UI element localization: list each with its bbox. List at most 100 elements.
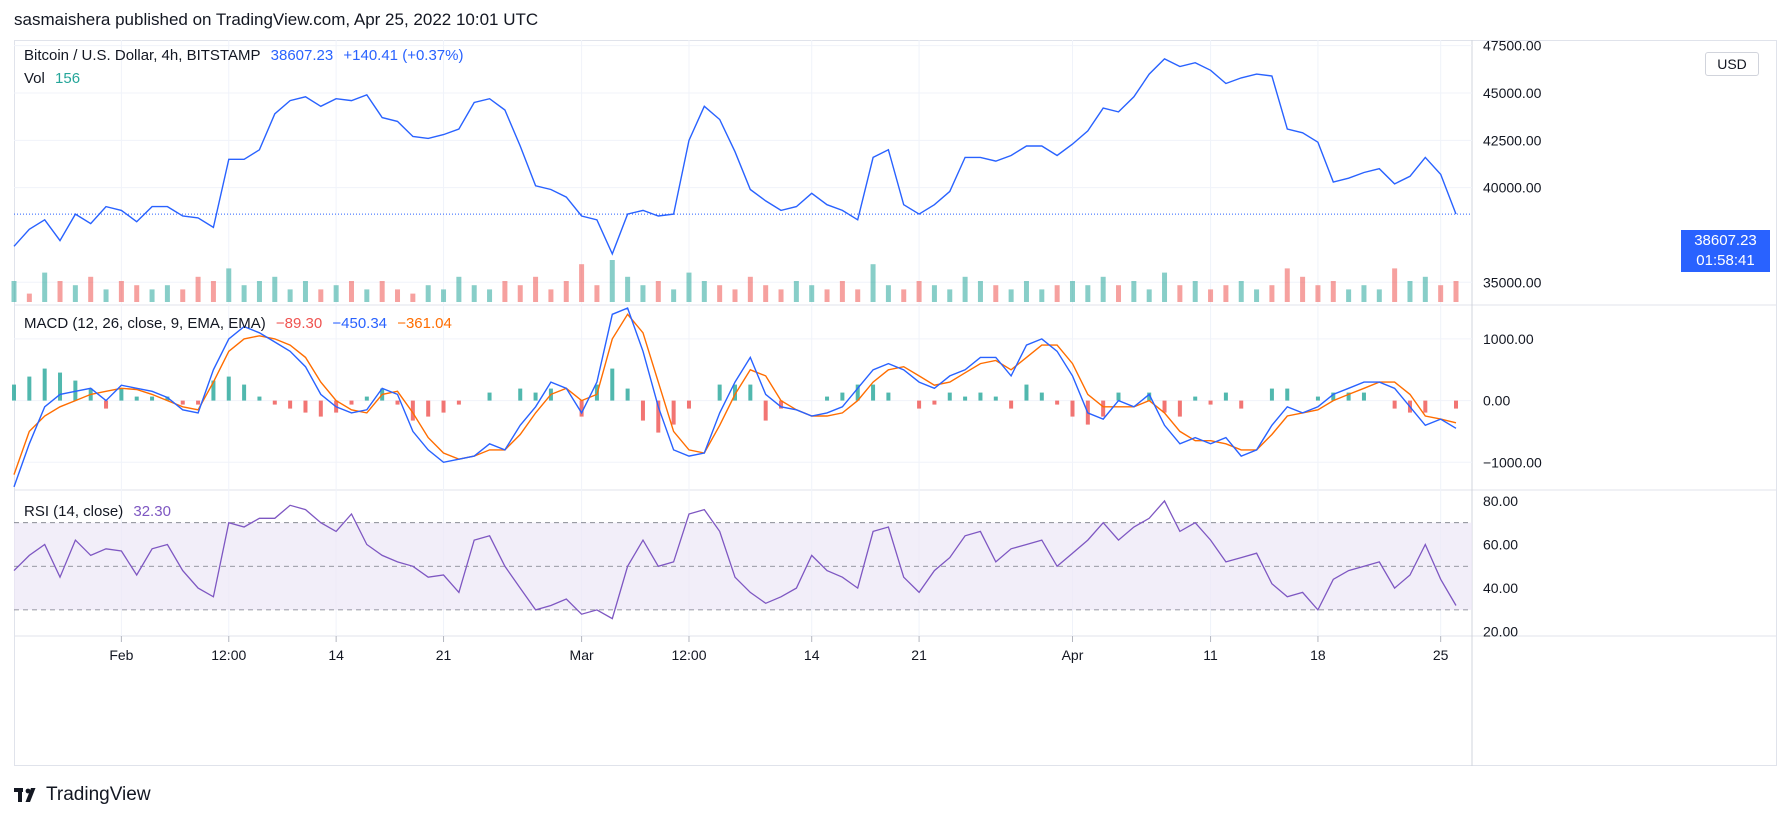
symbol-label: Bitcoin / U.S. Dollar, 4h, BITSTAMP [24, 47, 261, 64]
rsi-axis-label: 80.00 [1483, 493, 1518, 509]
macd-label: MACD (12, 26, close, 9, EMA, EMA) [24, 315, 266, 332]
macd-histogram-bar [1223, 392, 1228, 401]
volume-bar [778, 289, 784, 302]
macd-histogram-bar [242, 384, 247, 401]
currency-badge[interactable]: USD [1705, 52, 1759, 76]
macd-histogram-bar [456, 400, 461, 405]
macd-histogram-bar [686, 400, 691, 409]
price-tag-countdown: 01:58:41 [1696, 252, 1755, 269]
volume-bar [1116, 285, 1122, 302]
rsi-label: RSI (14, close) [24, 503, 124, 520]
volume-bar [1146, 289, 1152, 302]
macd-histogram-bar [196, 400, 201, 405]
tradingview-logo[interactable]: TradingView [14, 784, 151, 806]
x-tick-label: Feb [109, 647, 133, 663]
volume-bar [686, 272, 692, 302]
macd-line [13, 307, 1457, 488]
volume-bar [1254, 289, 1260, 302]
volume-bar [533, 276, 539, 302]
volume-bar [947, 289, 953, 302]
macd-histogram-bar [1361, 392, 1366, 401]
macd-histogram-bar [1423, 400, 1428, 413]
volume-bar [763, 285, 769, 302]
macd-histogram-bar [58, 372, 63, 401]
macd-histogram-bar [12, 384, 16, 401]
volume-bar [287, 289, 293, 302]
volume-bar [11, 281, 17, 302]
macd-legend: MACD (12, 26, close, 9, EMA, EMA) −89.30… [24, 315, 458, 332]
volume-bar [563, 281, 569, 302]
macd-histogram-bar [733, 384, 737, 401]
price-axis-label: 47500.00 [1483, 38, 1542, 54]
macd-histogram-bar [1070, 400, 1075, 417]
macd-histogram-bar [917, 400, 922, 409]
volume-bar [471, 285, 477, 302]
price-tag-value: 38607.23 [1694, 232, 1757, 249]
macd-histogram-bar [1101, 400, 1106, 417]
macd-histogram-bar [763, 400, 768, 421]
macd-histogram-bar [104, 400, 109, 409]
macd-histogram-bar [1162, 400, 1167, 413]
volume-bar [72, 285, 78, 302]
volume-bar [1177, 285, 1183, 302]
volume-bar [625, 276, 631, 302]
volume-bar [977, 281, 983, 302]
volume-bar [425, 285, 431, 302]
macd-histogram-bar [119, 388, 124, 401]
volume-bar [164, 285, 170, 302]
macd-histogram-bar [1315, 396, 1320, 401]
macd-histogram-bar [1331, 392, 1336, 401]
rsi-axis-label: 40.00 [1483, 580, 1518, 596]
volume-bar [364, 289, 370, 302]
macd-histogram-bar [165, 396, 170, 401]
price-line [13, 58, 1457, 256]
macd-histogram-bar [947, 392, 952, 401]
macd-histogram-bar [1177, 400, 1182, 417]
macd-histogram-bar [1346, 392, 1351, 401]
volume-bar [931, 285, 937, 302]
macd-histogram-bar [180, 400, 185, 405]
volume-bar [241, 285, 247, 302]
x-tick-label: 25 [1433, 647, 1449, 663]
macd-histogram-bar [518, 388, 523, 401]
volume-bar [993, 285, 999, 302]
x-tick-label: 12:00 [211, 647, 246, 663]
macd-histogram-bar [1009, 400, 1014, 409]
volume-bar [1407, 281, 1413, 302]
macd-histogram-bar [150, 396, 155, 401]
macd-histogram-bar [610, 368, 615, 401]
volume-bar [1223, 285, 1229, 302]
volume-bar [1023, 281, 1029, 302]
volume-bar [548, 289, 554, 302]
macd-histogram-bar [395, 400, 400, 405]
macd-histogram-bar [1208, 400, 1213, 405]
macd-histogram-bar [886, 392, 891, 401]
volume-bar [333, 285, 339, 302]
macd-histogram-bar [211, 380, 216, 401]
macd-histogram-bar [318, 400, 323, 417]
volume-bar [839, 281, 845, 302]
x-tick-label: 11 [1203, 647, 1218, 663]
tradingview-logo-icon [14, 788, 36, 802]
volume-bar [1438, 285, 1444, 302]
volume-bar [226, 268, 232, 302]
volume-bar [1208, 289, 1214, 302]
x-tick-label: Apr [1062, 647, 1084, 663]
macd-histogram-bar [1392, 400, 1397, 409]
volume-bar [594, 285, 600, 302]
rsi-legend: RSI (14, close) 32.30 [24, 503, 177, 520]
volume-bar [210, 281, 216, 302]
volume-bar [1069, 281, 1075, 302]
volume-bar [1361, 285, 1367, 302]
macd-line-value: −450.34 [332, 315, 388, 332]
volume-bar [1238, 281, 1244, 302]
macd-histogram-bar [993, 396, 998, 401]
volume-bar [824, 289, 830, 302]
volume-bar [793, 281, 799, 302]
x-tick-label: 12:00 [671, 647, 706, 663]
volume-bar [701, 281, 707, 302]
x-tick-label: 18 [1310, 647, 1326, 663]
macd-histogram-bar [441, 400, 446, 413]
macd-histogram-bar [1239, 400, 1244, 409]
